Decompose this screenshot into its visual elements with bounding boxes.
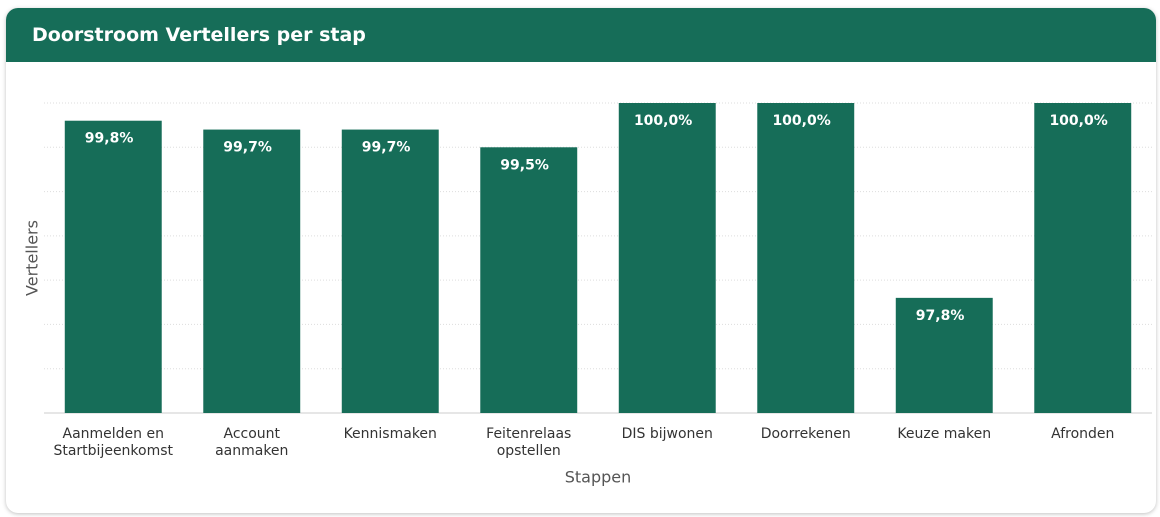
data-label: 99,8% [85,131,134,147]
x-axis-title: Stappen [565,468,632,487]
card: Doorstroom Vertellers per stap [6,8,1156,513]
bar [480,147,578,414]
x-tick-label: Doorrekenen [761,426,851,442]
y-axis-title: Vertellers [23,220,42,296]
data-label: 100,0% [634,113,692,129]
bar [203,129,301,414]
chart-title: Doorstroom Vertellers per stap [6,8,1156,62]
bar [64,120,162,413]
x-tick-label: Aanmelden en Startbijeenkomst [53,426,173,459]
x-tick-label: Account aanmaken [215,426,288,459]
data-label: 99,7% [223,140,272,156]
data-label: 99,5% [500,157,549,173]
bar [341,129,439,414]
x-tick-label: DIS bijwonen [622,426,713,442]
data-label: 100,0% [772,113,830,129]
x-tick-label: Kennismaken [344,426,437,442]
data-label: 97,8% [916,308,965,324]
data-label: 100,0% [1049,113,1107,129]
bar [895,297,993,413]
bar [618,103,716,413]
x-tick-label: Feitenrelaas opstellen [486,426,571,459]
bar [757,103,855,413]
x-tick-label: Keuze maken [897,426,991,442]
x-tick-label: Afronden [1051,426,1114,442]
bar [1034,103,1132,413]
data-label: 99,7% [362,140,411,156]
